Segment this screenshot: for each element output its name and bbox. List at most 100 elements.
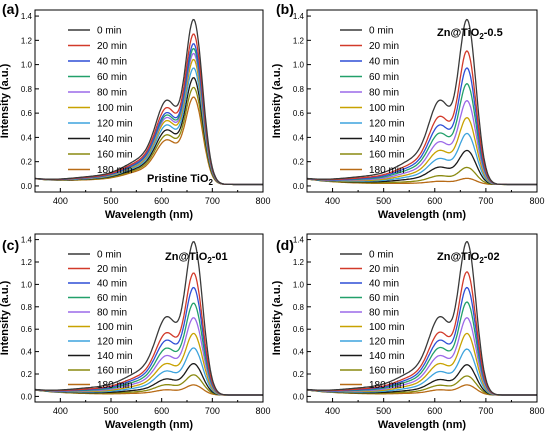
x-tick-label: 400 (325, 406, 340, 416)
legend-entry: 160 min (97, 150, 133, 161)
x-tick-label: 400 (325, 196, 340, 206)
x-tick-label: 800 (255, 196, 270, 206)
legend: 0 min 20 min 40 min 60 min 80 min 100 min 120 … (68, 250, 133, 391)
y-tick-label: 1.4 (293, 236, 305, 245)
legend-entry: 80 min (97, 308, 127, 319)
x-tick-label: 400 (53, 406, 68, 416)
legend-entry: 140 min (369, 351, 405, 362)
y-tick-label: 0.2 (21, 158, 33, 167)
sample-annotation: Pristine TiO2 (147, 173, 214, 187)
y-tick-label: 1.2 (293, 36, 305, 45)
series-line-20-min (34, 272, 263, 396)
legend-entry: 20 min (97, 41, 127, 52)
series-line-80-min (34, 52, 263, 186)
legend-entry: 40 min (369, 57, 399, 68)
panel-label: (d) (276, 237, 294, 253)
y-tick-label: 1.0 (293, 61, 305, 70)
series-group (34, 18, 263, 186)
x-tick-label: 600 (154, 196, 169, 206)
y-tick-label: 1.4 (21, 236, 33, 245)
y-axis-label: Intensity (a.u.) (0, 280, 11, 355)
y-axis-label: Intensity (a.u.) (271, 63, 283, 138)
legend-entry: 80 min (369, 88, 399, 99)
legend-entry: 100 min (97, 322, 133, 333)
series-line-20-min (306, 271, 537, 396)
y-tick-label: 0.0 (293, 182, 305, 191)
legend-entry: 40 min (369, 279, 399, 290)
x-tick-label: 600 (427, 196, 442, 206)
y-tick-label: 0.4 (21, 133, 33, 142)
y-tick-label: 0.2 (293, 158, 305, 167)
series-line-120-min (34, 67, 263, 186)
panel-4: (d) 400 500 600 700 800 0.0 0.2 0.4 0.6 0.8 1.0 1.2 1… (271, 233, 545, 431)
y-tick-label: 1.0 (21, 280, 33, 289)
legend-entry: 60 min (369, 293, 399, 304)
legend-entry: 40 min (97, 279, 127, 290)
series-group (34, 241, 263, 396)
x-tick-label: 800 (255, 406, 270, 416)
legend-entry: 140 min (369, 134, 405, 145)
y-tick-label: 1.2 (21, 36, 33, 45)
legend-entry: 0 min (369, 250, 393, 261)
legend-entry: 80 min (97, 88, 127, 99)
legend-entry: 120 min (369, 119, 405, 130)
series-line-0-min (34, 241, 263, 396)
x-tick-label: 700 (478, 406, 493, 416)
y-tick-label: 0.6 (293, 109, 305, 118)
legend-entry: 0 min (369, 26, 393, 37)
legend-entry: 40 min (97, 57, 127, 68)
y-tick-label: 0.0 (293, 392, 305, 401)
x-tick-label: 800 (529, 196, 544, 206)
y-tick-label: 1.4 (21, 12, 33, 21)
legend-entry: 180 min (97, 165, 133, 176)
series-line-180-min (34, 96, 263, 186)
series-line-0-min (306, 18, 537, 186)
legend-entry: 160 min (369, 150, 405, 161)
y-tick-label: 0.8 (293, 85, 305, 94)
legend-entry: 100 min (97, 103, 133, 114)
legend-entry: 20 min (369, 264, 399, 275)
series-line-60-min (34, 302, 263, 396)
y-tick-label: 0.2 (21, 370, 33, 379)
y-tick-label: 0.4 (293, 348, 305, 357)
legend-entry: 60 min (97, 293, 127, 304)
plot-frame (306, 9, 538, 193)
x-tick-label: 700 (478, 196, 493, 206)
plot-frame (34, 9, 264, 193)
x-axis-label: Wavelength (nm) (105, 419, 194, 431)
x-tick-label: 600 (154, 406, 169, 416)
y-axis-label: Intensity (a.u.) (0, 63, 11, 138)
y-tick-label: 0.6 (21, 325, 33, 334)
series-line-0-min (34, 18, 263, 186)
series-group (306, 241, 537, 396)
y-tick-label: 0.4 (21, 348, 33, 357)
y-tick-label: 0.0 (21, 392, 33, 401)
y-tick-label: 1.4 (293, 12, 305, 21)
legend-entry: 140 min (97, 351, 133, 362)
series-line-0-min (306, 241, 537, 396)
y-tick-label: 0.8 (21, 85, 33, 94)
panel-label: (a) (2, 1, 19, 17)
y-tick-label: 1.0 (293, 280, 305, 289)
plot-frame (34, 233, 264, 403)
x-tick-label: 500 (376, 406, 391, 416)
y-tick-label: 0.0 (21, 182, 33, 191)
y-tick-label: 0.2 (293, 370, 305, 379)
panel-2: (b) 400 500 600 700 800 0.0 0.2 0.4 0.6 0.8 1.0 1.2 1… (271, 1, 545, 221)
legend-entry: 180 min (369, 165, 405, 176)
legend-entry: 160 min (369, 366, 405, 377)
legend: 0 min 20 min 40 min 60 min 80 min 100 min 120 … (340, 250, 405, 391)
plot-frame (306, 233, 538, 403)
y-tick-label: 0.6 (293, 325, 305, 334)
legend-entry: 180 min (97, 380, 133, 391)
x-tick-label: 500 (376, 196, 391, 206)
legend: 0 min 20 min 40 min 60 min 80 min 100 min 120 … (68, 26, 133, 176)
x-tick-label: 500 (103, 406, 118, 416)
y-tick-label: 1.0 (21, 61, 33, 70)
legend-entry: 120 min (97, 337, 133, 348)
y-tick-label: 1.2 (293, 258, 305, 267)
legend-entry: 180 min (369, 380, 405, 391)
y-axis-label: Intensity (a.u.) (271, 280, 283, 355)
x-axis-label: Wavelength (nm) (105, 209, 194, 221)
